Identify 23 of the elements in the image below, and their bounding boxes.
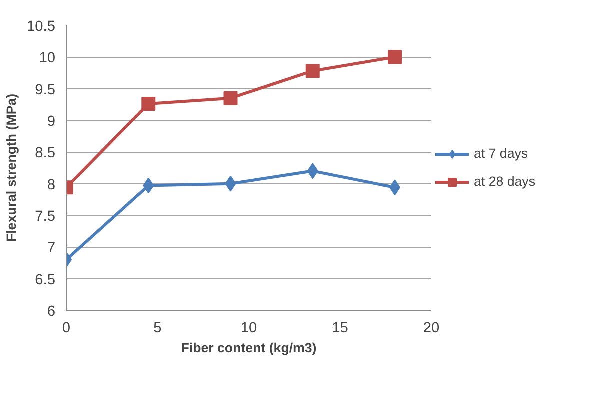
x-tick-label: 20	[423, 320, 440, 336]
y-tick-label: 7	[47, 240, 56, 257]
y-tick-label: 8.5	[35, 146, 56, 162]
point	[306, 64, 320, 78]
x-tick-label: 0	[62, 320, 71, 336]
point	[224, 91, 238, 106]
y-tick-label: 9.5	[35, 82, 56, 98]
y-tick-label: 7.5	[35, 209, 56, 225]
legend-label: at 28 days	[474, 174, 536, 189]
legend-label: at 7 days	[474, 146, 528, 161]
y-tick-label: 6	[47, 304, 56, 320]
x-tick-label: 10	[240, 320, 258, 336]
y-tick-label: 10	[39, 50, 56, 67]
y-tick-label: 9	[47, 114, 56, 130]
x-axis-title: Fiber content (kg/m3)	[181, 340, 317, 356]
y-tick-label: 8	[47, 177, 56, 194]
x-tick-label: 5	[154, 320, 162, 336]
y-axis-title: Flexural strength (MPa)	[4, 94, 19, 242]
point	[388, 50, 402, 64]
x-tick-label: 15	[332, 320, 348, 336]
point	[142, 97, 156, 112]
y-tick-label: 10.5	[26, 19, 56, 35]
y-tick-label: 6.5	[35, 272, 56, 288]
